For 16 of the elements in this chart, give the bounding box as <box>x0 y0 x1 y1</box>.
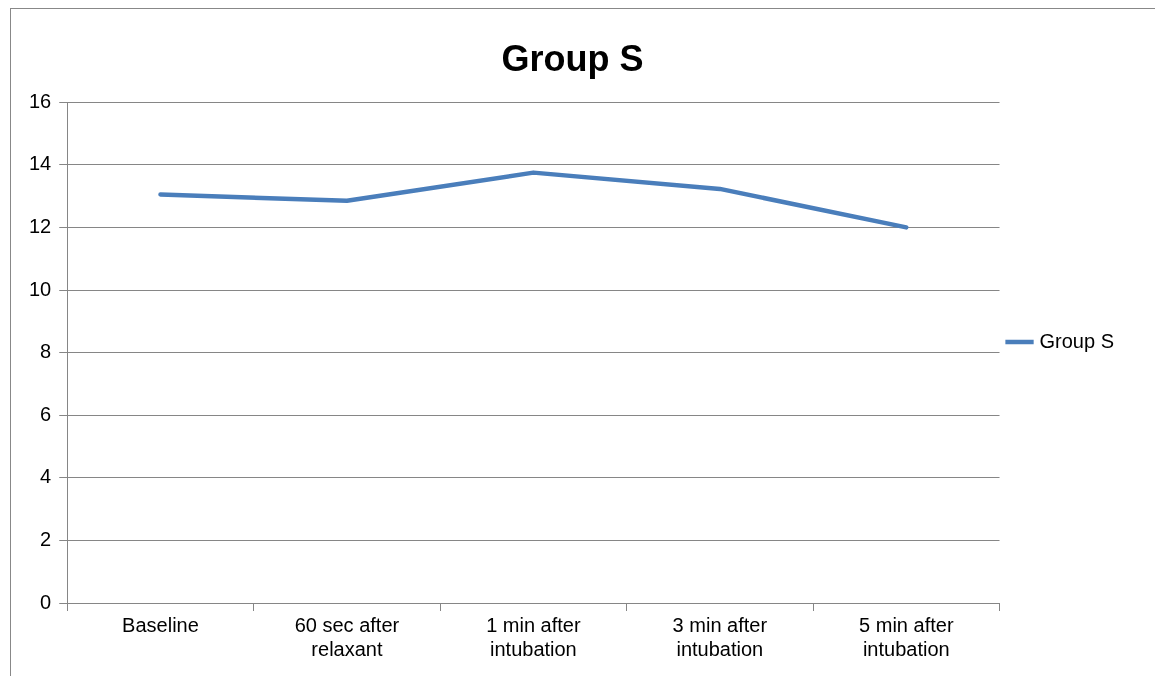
y-tick-label: 4 <box>40 465 52 488</box>
y-tick-label: 6 <box>40 402 52 425</box>
y-tick-label: 14 <box>29 152 52 175</box>
legend-label: Group S <box>1039 329 1114 352</box>
x-tick-label: 3 min after intubation <box>672 613 768 660</box>
y-tick-label: 2 <box>40 527 52 550</box>
y-tick-label: 10 <box>29 277 52 300</box>
y-tick-label: 8 <box>40 340 52 363</box>
chart-title: Group S <box>501 37 644 79</box>
y-tick-label: 16 <box>29 89 52 112</box>
y-tick-label: 12 <box>29 214 52 237</box>
x-tick-label: 60 sec after relaxant <box>294 613 400 660</box>
x-tick-label: 1 min after intubation <box>486 613 581 660</box>
x-tick-label: 5 min after intubation <box>859 613 954 660</box>
x-tick-label: Baseline <box>122 613 199 636</box>
y-tick-label: 0 <box>40 590 52 613</box>
